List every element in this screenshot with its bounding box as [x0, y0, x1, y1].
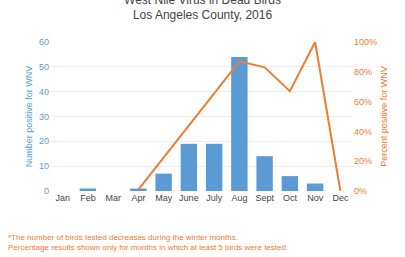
svg-text:July: July: [206, 193, 223, 203]
svg-text:20%: 20%: [354, 156, 372, 166]
svg-text:0%: 0%: [354, 186, 367, 196]
svg-text:60: 60: [39, 37, 49, 47]
svg-text:Jan: Jan: [55, 193, 70, 203]
svg-text:Mar: Mar: [105, 193, 121, 203]
svg-text:40: 40: [39, 87, 49, 97]
svg-text:Number positive for WNV: Number positive for WNV: [24, 66, 34, 168]
svg-text:80%: 80%: [354, 67, 372, 77]
svg-text:Apr: Apr: [131, 193, 145, 203]
svg-text:60%: 60%: [354, 97, 372, 107]
svg-text:20: 20: [39, 136, 49, 146]
svg-text:50: 50: [39, 62, 49, 72]
svg-text:Sept: Sept: [255, 193, 274, 203]
svg-text:100%: 100%: [354, 37, 377, 47]
svg-text:May: May: [155, 193, 173, 203]
svg-text:Oct: Oct: [283, 193, 298, 203]
svg-text:30: 30: [39, 112, 49, 122]
svg-text:Percent positive for WNV: Percent positive for WNV: [379, 66, 389, 167]
svg-text:10: 10: [39, 161, 49, 171]
svg-text:June: June: [179, 193, 199, 203]
svg-text:Feb: Feb: [80, 193, 96, 203]
svg-text:Nov: Nov: [307, 193, 324, 203]
svg-text:40%: 40%: [354, 127, 372, 137]
svg-text:0: 0: [44, 186, 49, 196]
svg-text:West Nile Virus in Dead BirdsL: West Nile Virus in Dead BirdsLos Angeles…: [124, 0, 281, 22]
svg-text:*The number of birds tested de: *The number of birds tested decreases du…: [8, 233, 288, 252]
svg-text:Dec: Dec: [332, 193, 349, 203]
svg-text:Aug: Aug: [231, 193, 247, 203]
